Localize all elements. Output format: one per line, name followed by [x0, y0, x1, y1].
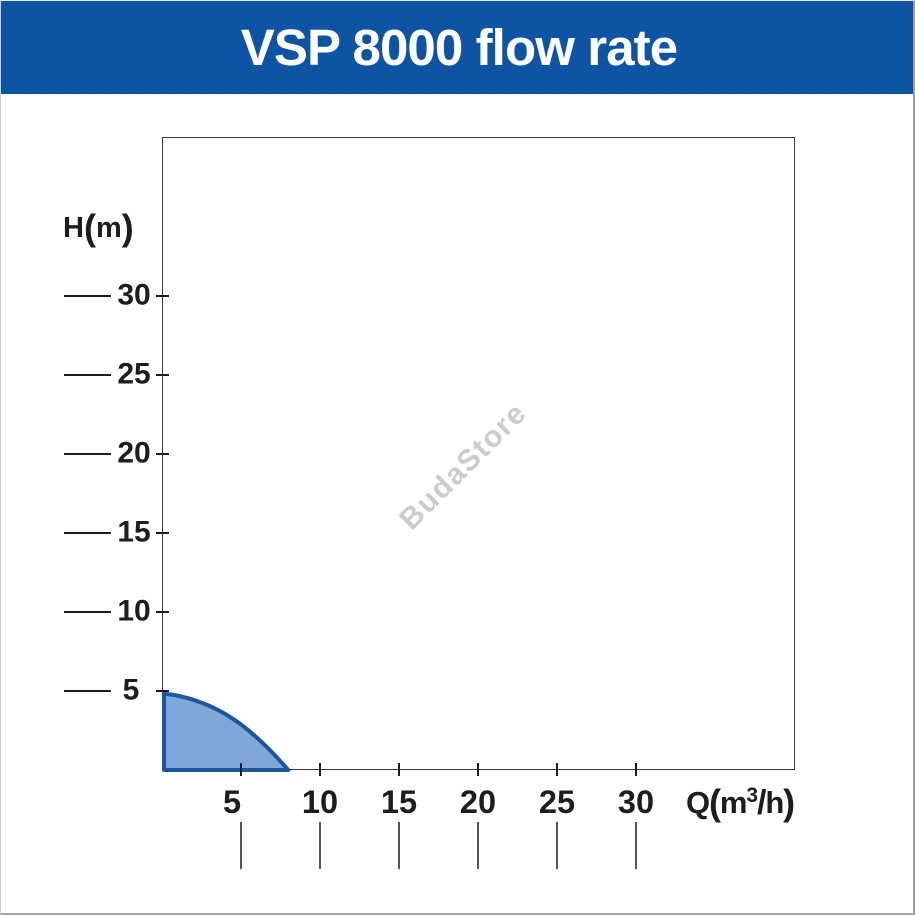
svg-text:H(m): H(m)	[63, 207, 134, 248]
svg-text:15: 15	[117, 516, 150, 549]
svg-text:10: 10	[302, 784, 338, 820]
svg-text:10: 10	[117, 595, 150, 628]
svg-text:20: 20	[117, 437, 150, 470]
svg-text:5: 5	[123, 674, 140, 707]
svg-text:30: 30	[618, 784, 654, 820]
svg-text:5: 5	[223, 784, 241, 820]
svg-text:30: 30	[117, 279, 150, 312]
svg-text:BudaStore: BudaStore	[393, 396, 533, 536]
svg-text:25: 25	[117, 358, 150, 391]
svg-text:15: 15	[381, 784, 417, 820]
svg-text:20: 20	[460, 784, 496, 820]
svg-text:25: 25	[539, 784, 575, 820]
svg-text:Q(m3/h): Q(m3/h)	[686, 782, 794, 823]
